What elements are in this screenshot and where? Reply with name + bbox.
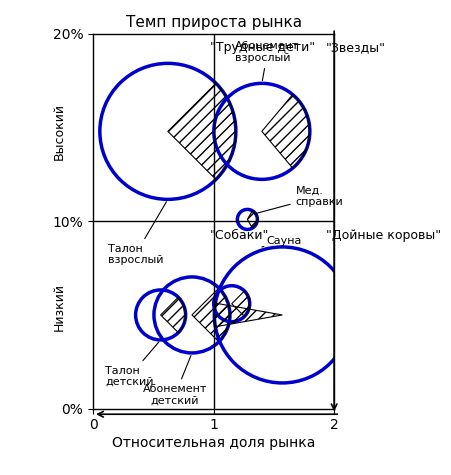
Text: "Трудные дети": "Трудные дети" <box>210 41 314 55</box>
Text: Мед.
справки: Мед. справки <box>254 186 343 214</box>
Title: Темп прироста рынка: Темп прироста рынка <box>125 15 301 30</box>
X-axis label: Относительная доля рынка: Относительная доля рынка <box>112 437 315 450</box>
Text: Абонемент
взрослый: Абонемент взрослый <box>235 41 299 81</box>
Text: "Собаки": "Собаки" <box>210 229 269 242</box>
Text: Высокий: Высокий <box>53 103 66 160</box>
Text: Низкий: Низкий <box>53 284 66 332</box>
Text: Талон
детский: Талон детский <box>105 342 158 387</box>
Text: Талон
взрослый: Талон взрослый <box>107 202 166 266</box>
Text: "Звезды": "Звезды" <box>325 41 385 55</box>
Text: Абонемент
детский: Абонемент детский <box>143 355 207 406</box>
Text: "Дойные коровы": "Дойные коровы" <box>325 229 440 242</box>
Text: Сауна: Сауна <box>261 236 301 247</box>
